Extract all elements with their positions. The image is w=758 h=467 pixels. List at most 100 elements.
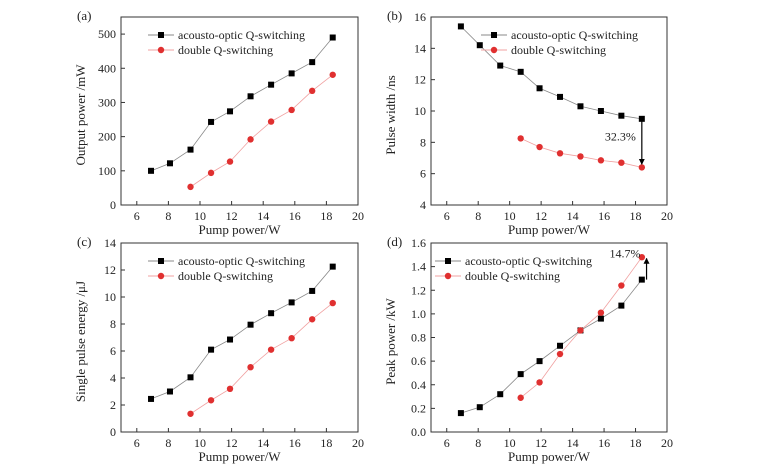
y-tick-label: 4 (110, 371, 116, 385)
data-point (638, 253, 646, 261)
y-tick-label: 400 (98, 61, 116, 75)
data-point (308, 316, 316, 323)
data-point (517, 68, 524, 75)
data-point (536, 379, 543, 386)
series-acousto-optic: acousto-optic Q-switching (457, 23, 645, 122)
data-point (618, 159, 625, 166)
data-point (288, 106, 295, 114)
y-tick-label: 0.0 (411, 425, 426, 439)
data-point (597, 108, 604, 114)
data-point (476, 404, 483, 411)
data-point (329, 71, 336, 78)
data-point (207, 397, 215, 404)
y-tick-label: 0.2 (411, 401, 426, 415)
x-tick-label: 6 (444, 436, 450, 450)
x-tick-label: 10 (504, 436, 516, 450)
x-tick-label: 20 (661, 436, 673, 450)
plot-frame (120, 16, 359, 206)
legend-marker (158, 258, 164, 264)
legend-marker (490, 46, 498, 54)
y-axis-label: Pulse width /ns (383, 75, 398, 154)
data-point (308, 87, 316, 95)
y-tick-label: 0 (110, 425, 116, 439)
legend-label: acousto-optic Q-switching (178, 28, 305, 42)
data-point (536, 358, 543, 365)
x-tick-label: 14 (257, 209, 269, 223)
x-tick-label: 18 (630, 209, 642, 223)
data-point (597, 309, 605, 316)
panel-label: (d) (387, 234, 402, 249)
legend-label: double Q-switching (178, 269, 273, 283)
x-tick-label: 8 (165, 436, 171, 450)
data-point (577, 103, 584, 110)
data-point (268, 81, 275, 88)
y-axis-label: Single pulse energy /μJ (73, 281, 88, 402)
data-point (536, 143, 543, 151)
data-point (227, 108, 234, 115)
data-point (226, 385, 234, 392)
data-point (618, 302, 625, 309)
data-point (187, 146, 194, 153)
data-point (517, 135, 524, 142)
series-double: double Q-switching (148, 269, 336, 417)
x-tick-label: 12 (535, 209, 547, 223)
y-tick-label: 300 (98, 95, 116, 109)
y-tick-label: 0.8 (411, 331, 426, 345)
panel-label: (b) (387, 8, 402, 23)
data-point (208, 118, 215, 125)
x-tick-label: 14 (567, 436, 579, 450)
y-tick-label: 10 (104, 290, 116, 304)
x-tick-label: 18 (320, 209, 332, 223)
y-tick-label: 12 (414, 73, 426, 87)
series-acousto-optic: acousto-optic Q-switching (148, 254, 336, 402)
data-point (187, 410, 194, 417)
data-point (556, 350, 564, 358)
x-tick-label: 6 (134, 436, 140, 450)
data-point (227, 336, 234, 343)
data-point (517, 371, 524, 378)
y-tick-label: 8 (110, 317, 116, 331)
data-point (557, 93, 564, 100)
y-tick-label: 16 (414, 10, 426, 24)
y-tick-label: 1.2 (411, 283, 426, 297)
y-tick-label: 0.6 (411, 354, 426, 368)
panel-label: (c) (77, 234, 91, 249)
x-tick-label: 12 (226, 209, 238, 223)
panel-label: (a) (77, 8, 91, 23)
y-tick-label: 1.6 (411, 236, 426, 250)
legend-label: double Q-switching (178, 43, 273, 57)
data-point (517, 394, 524, 401)
data-point (577, 327, 584, 334)
data-point (638, 164, 646, 171)
x-tick-label: 8 (475, 436, 481, 450)
series-double: double Q-switching (481, 43, 646, 171)
y-tick-label: 0.4 (411, 378, 426, 392)
x-tick-label: 12 (535, 436, 547, 450)
data-point (187, 374, 194, 381)
data-point (247, 364, 254, 371)
legend-marker (158, 32, 164, 38)
x-tick-label: 18 (630, 436, 642, 450)
y-tick-label: 4 (420, 198, 426, 212)
series-line (190, 302, 333, 415)
data-point (288, 334, 295, 342)
data-point (577, 153, 584, 160)
data-point (457, 23, 464, 30)
data-point (148, 167, 155, 174)
data-point (536, 85, 543, 92)
data-point (226, 158, 234, 165)
data-point (166, 388, 173, 395)
data-point (267, 346, 275, 353)
data-point (329, 34, 336, 41)
y-tick-label: 2 (110, 398, 116, 412)
data-point (288, 70, 295, 77)
y-tick-label: 14 (104, 236, 116, 250)
legend-marker (491, 32, 497, 38)
x-tick-label: 16 (289, 209, 301, 223)
y-tick-label: 500 (98, 27, 116, 41)
legend-label: acousto-optic Q-switching (178, 254, 305, 268)
x-tick-label: 10 (194, 436, 206, 450)
legend-marker (157, 272, 165, 280)
panel-b: (b) 6 8 10 12 14 16 18 20 4 6 8 10 12 14 16 Pump power/W… (383, 8, 673, 237)
legend-label: acousto-optic Q-switching (511, 28, 638, 42)
